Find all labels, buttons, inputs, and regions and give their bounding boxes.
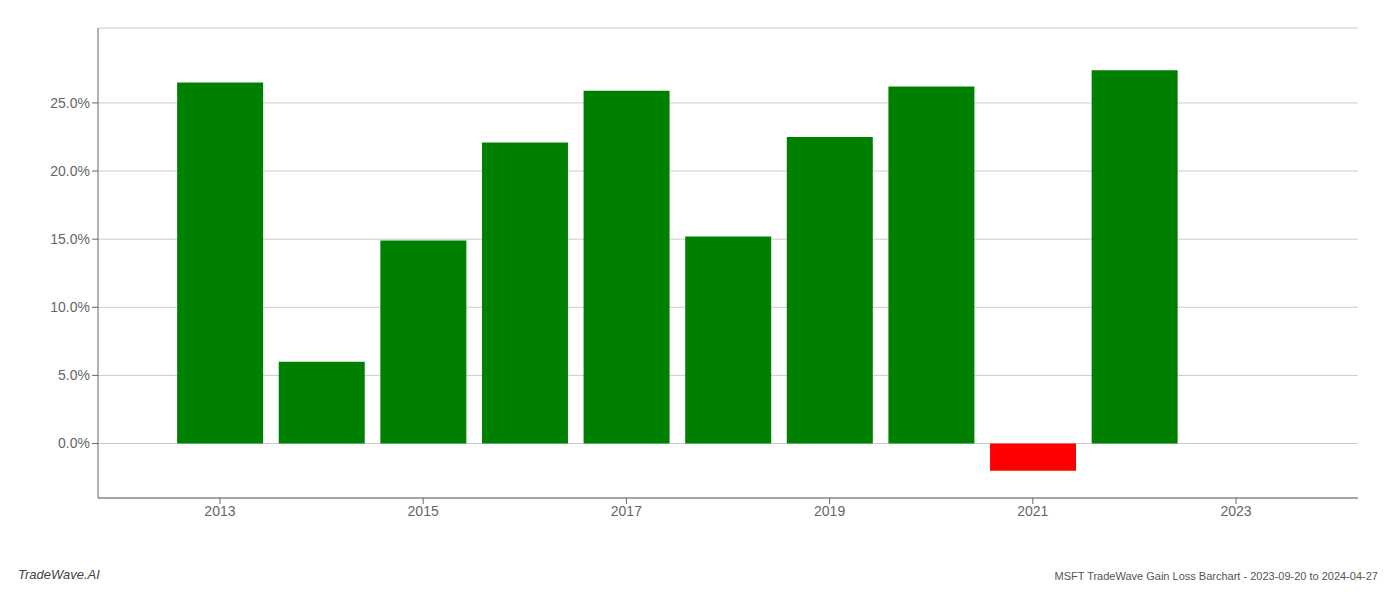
svg-text:25.0%: 25.0% bbox=[50, 95, 90, 111]
svg-text:2019: 2019 bbox=[814, 503, 845, 519]
svg-text:2023: 2023 bbox=[1220, 503, 1251, 519]
svg-text:2017: 2017 bbox=[611, 503, 642, 519]
html-text:TradeWave.AI: TradeWave.AI bbox=[18, 567, 100, 582]
html-text:MSFT TradeWave Gain Loss Barch: MSFT TradeWave Gain Loss Barchart - 2023… bbox=[1054, 570, 1378, 582]
svg-text:0.0%: 0.0% bbox=[58, 435, 90, 451]
svg-text:5.0%: 5.0% bbox=[58, 367, 90, 383]
svg-text:2015: 2015 bbox=[408, 503, 439, 519]
svg-text:10.0%: 10.0% bbox=[50, 299, 90, 315]
svg-text:2021: 2021 bbox=[1017, 503, 1048, 519]
svg-text:15.0%: 15.0% bbox=[50, 231, 90, 247]
svg-text:2013: 2013 bbox=[204, 503, 235, 519]
svg-text:20.0%: 20.0% bbox=[50, 163, 90, 179]
